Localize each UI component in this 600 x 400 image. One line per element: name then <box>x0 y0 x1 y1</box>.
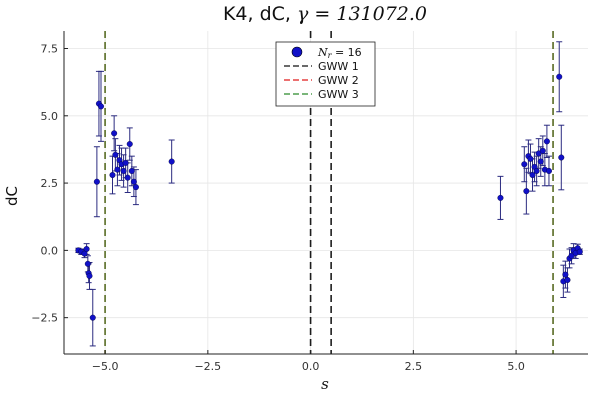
x-axis-label: s <box>321 375 329 393</box>
data-point <box>497 194 504 201</box>
legend-marker-points <box>291 46 303 58</box>
chart-title-symbol: γ <box>297 3 309 25</box>
reference-lines <box>104 31 554 354</box>
data-point <box>89 314 96 321</box>
x-tick-label: −2.5 <box>194 360 221 373</box>
data-point <box>83 246 90 253</box>
data-point <box>112 151 119 158</box>
x-tick-label: 2.5 <box>405 360 423 373</box>
x-tick-label: 5.0 <box>507 360 525 373</box>
data-point <box>114 166 121 173</box>
data-point <box>122 159 129 166</box>
data-point <box>93 178 100 185</box>
data-point <box>97 103 104 110</box>
data-point <box>527 155 534 162</box>
data-point <box>543 138 550 145</box>
data-point <box>556 73 563 80</box>
legend: Nr = 16 GWW 1 GWW 2 GWW 3 <box>275 41 376 107</box>
y-tick-label: 0.0 <box>41 244 59 257</box>
y-tick-label: 5.0 <box>41 110 59 123</box>
x-tick-label: −5.0 <box>92 360 119 373</box>
legend-label-points-suffix: = 16 <box>331 46 361 59</box>
data-point <box>562 271 569 278</box>
data-point <box>558 154 565 161</box>
data-point <box>126 141 133 148</box>
legend-label-points-subscript: r <box>328 51 333 60</box>
data-point <box>109 172 116 179</box>
data-point <box>132 184 139 191</box>
chart-title-prefix: K4, dC, <box>223 3 297 25</box>
y-tick-label: 7.5 <box>41 42 59 55</box>
data-point <box>124 174 131 181</box>
data-point <box>84 260 91 267</box>
data-point <box>545 167 552 174</box>
data-point <box>539 147 546 154</box>
data-point <box>128 167 135 174</box>
tick-labels: −5.0 −2.5 0.0 2.5 5.0 −2.5 0.0 2.5 5.0 7.5 <box>31 42 525 373</box>
data-point <box>168 158 175 165</box>
legend-label-gww2: GWW 2 <box>318 74 359 87</box>
data-point <box>537 158 544 165</box>
x-tick-label: 0.0 <box>302 360 320 373</box>
chart-title: K4, dC, γ = 131072.0 <box>223 3 427 25</box>
legend-label-points-symbol: N <box>317 46 328 59</box>
y-tick-label: 2.5 <box>41 177 59 190</box>
data-points <box>75 73 583 321</box>
y-tick-label: −2.5 <box>31 312 58 325</box>
data-point <box>576 248 583 255</box>
legend-label-points: Nr = 16 <box>317 46 362 60</box>
data-point <box>111 130 118 137</box>
legend-label-gww1: GWW 1 <box>318 60 359 73</box>
data-point <box>521 161 528 168</box>
legend-label-gww3: GWW 3 <box>318 88 359 101</box>
data-point <box>564 276 571 283</box>
data-point <box>86 272 93 279</box>
data-point <box>120 167 127 174</box>
axes <box>63 31 588 355</box>
data-point <box>533 167 540 174</box>
chart-title-value: = 131072.0 <box>308 3 427 25</box>
data-point <box>523 188 530 195</box>
y-axis-label: dC <box>3 186 21 206</box>
data-point <box>529 172 536 179</box>
data-point <box>130 178 137 185</box>
